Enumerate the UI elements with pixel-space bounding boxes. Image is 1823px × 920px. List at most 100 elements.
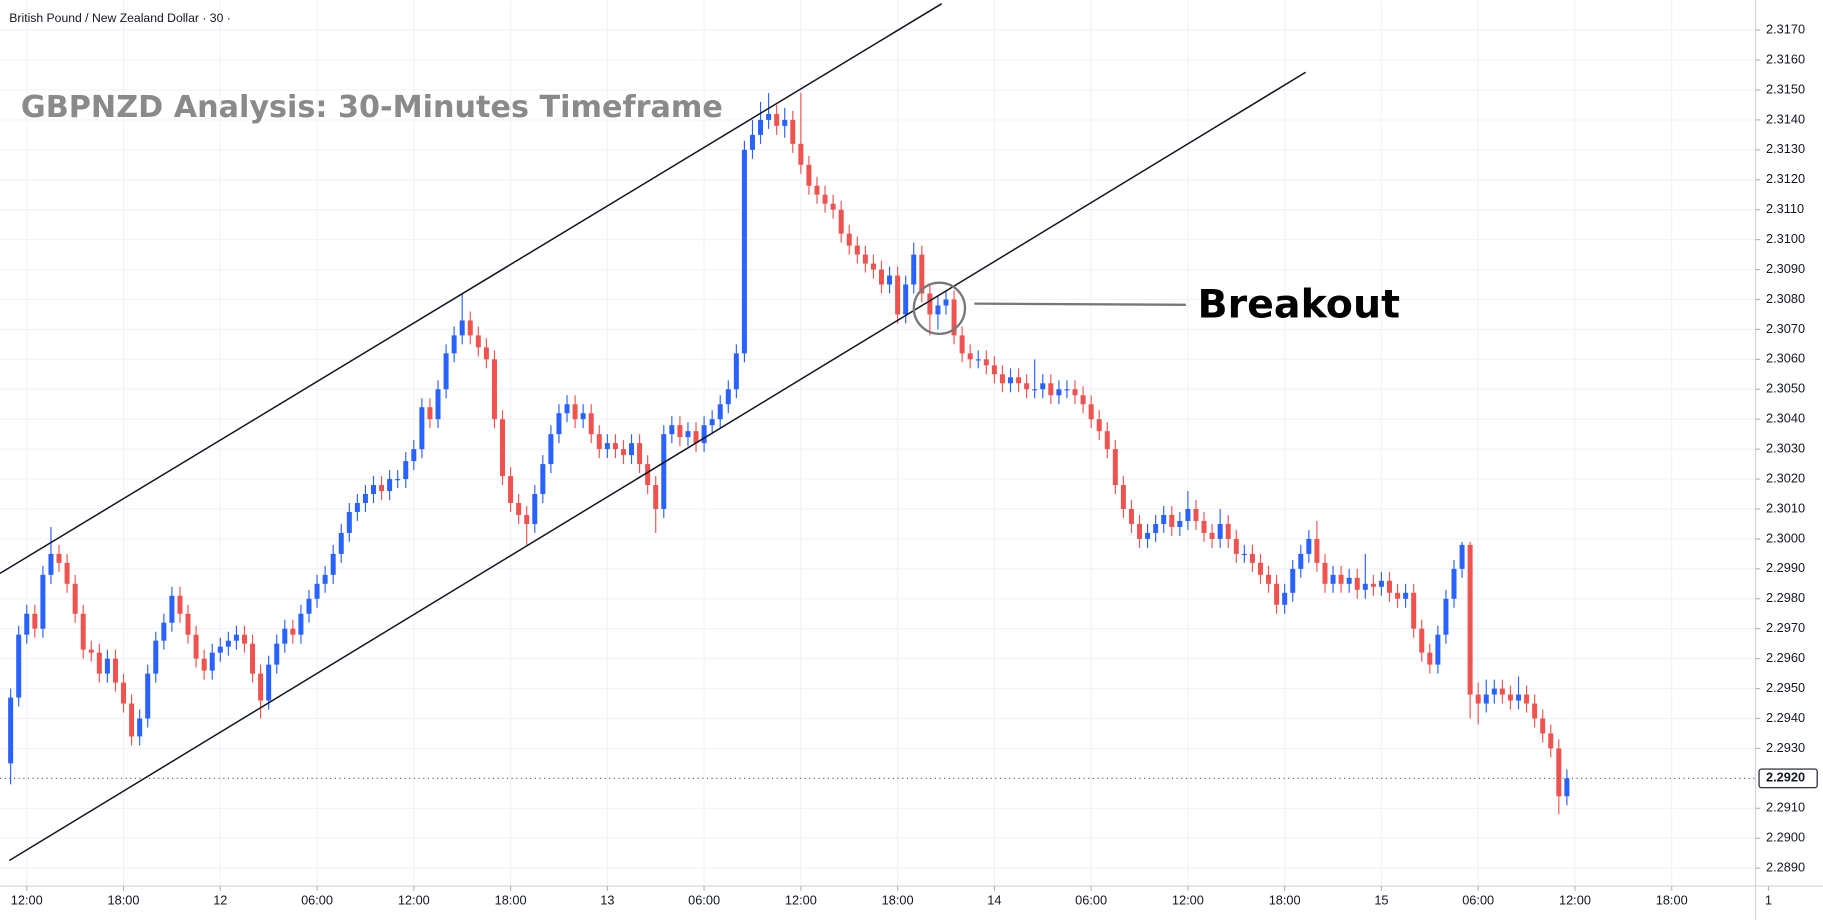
y-tick-label: 2.3090 [1766,261,1805,276]
candle-body [1282,592,1288,605]
candle-body [72,583,78,614]
candle-body [266,664,272,701]
last-price-label: 2.2920 [1766,770,1805,785]
candle-body [395,479,401,481]
candle-body [32,613,38,629]
candle-body [1040,383,1046,390]
candle-body [717,404,723,420]
candle-body [967,353,973,360]
candle-body [830,203,836,210]
candle-body [1266,574,1272,584]
candle-body [701,425,707,444]
candle-body [1096,419,1102,432]
candle-body [217,646,223,653]
candle-body [629,443,635,456]
candle-body [782,119,788,126]
candle-body [129,703,135,737]
y-tick-label: 2.3060 [1766,351,1805,366]
y-tick-label: 2.2990 [1766,560,1805,575]
candle-body [419,407,425,450]
y-tick-label: 2.2890 [1766,860,1805,875]
candle-body [725,389,731,405]
last-price-box [1758,768,1818,789]
candle-body [661,434,667,509]
candle-body [766,113,772,120]
candle-body [322,574,328,584]
x-tick-label: 15 [1374,893,1388,908]
candle-body [1032,389,1038,391]
candle-body [250,643,256,674]
candle-body [1483,694,1489,704]
y-tick-label: 2.2940 [1766,710,1805,725]
candle-body [290,628,296,635]
candle-body [314,583,320,599]
x-tick-label: 14 [987,893,1001,908]
y-tick-label: 2.3120 [1766,171,1805,186]
candle-body [1548,733,1554,749]
candle-body [1185,508,1191,521]
candle-body [1306,538,1312,554]
y-tick-label: 2.3080 [1766,291,1805,306]
candle-body [1016,377,1022,384]
candle-body [258,673,264,701]
candle-body [1435,634,1441,665]
candle-body [975,359,981,361]
candle-body [370,485,376,495]
symbol-header: British Pound / New Zealand Dollar · 30 … [9,11,231,25]
candle-body [88,649,94,653]
candle-body [185,613,191,635]
candle-body [193,634,199,659]
candle-body [959,335,965,354]
candle-body [927,293,933,315]
y-tick-label: 2.3100 [1766,231,1805,246]
candle-body [1064,389,1070,391]
candle-body [1177,520,1183,527]
candle-body [911,254,917,285]
candle-body [1161,514,1167,524]
candle-body [540,464,546,495]
candle-body [169,595,175,623]
candle-body [685,431,691,438]
candle-body [1516,694,1522,701]
candle-body [999,374,1005,384]
x-tick-label: 18:00 [495,893,527,908]
candle-body [693,431,699,444]
candle-body [459,320,465,336]
candle-body [338,532,344,554]
y-tick-label: 2.2980 [1766,590,1805,605]
candle-body [1564,778,1570,797]
candle-body [637,443,643,465]
candle-body [8,697,14,764]
candle-body [1314,538,1320,563]
candle-body [749,134,755,150]
candle-body [274,643,280,665]
candle-body [24,613,30,635]
x-tick-label: 1 [1765,893,1772,908]
candle-body [56,553,62,563]
candle-body [96,652,102,674]
candle-body [1419,628,1425,653]
y-tick-label: 2.3130 [1766,141,1805,156]
candle-body [1330,574,1336,584]
y-tick-label: 2.3170 [1766,21,1805,36]
candle-body [1257,562,1263,575]
candle-body [943,299,949,306]
candle-body [572,404,578,420]
candle-body [1233,538,1239,554]
candle-body [411,449,417,462]
candle-body [104,658,110,674]
y-tick-label: 2.3150 [1766,81,1805,96]
candle-body [1395,592,1401,599]
candle-body [1249,553,1255,563]
candle-body [1475,694,1481,704]
candle-body [427,407,433,420]
candle-body [443,353,449,390]
y-tick-label: 2.3010 [1766,500,1805,515]
candle-body [758,119,764,135]
candle-body [741,149,747,354]
candle-body [1491,688,1497,695]
candle-body [919,254,925,294]
candle-body [1056,389,1062,396]
candle-body [1362,583,1368,590]
